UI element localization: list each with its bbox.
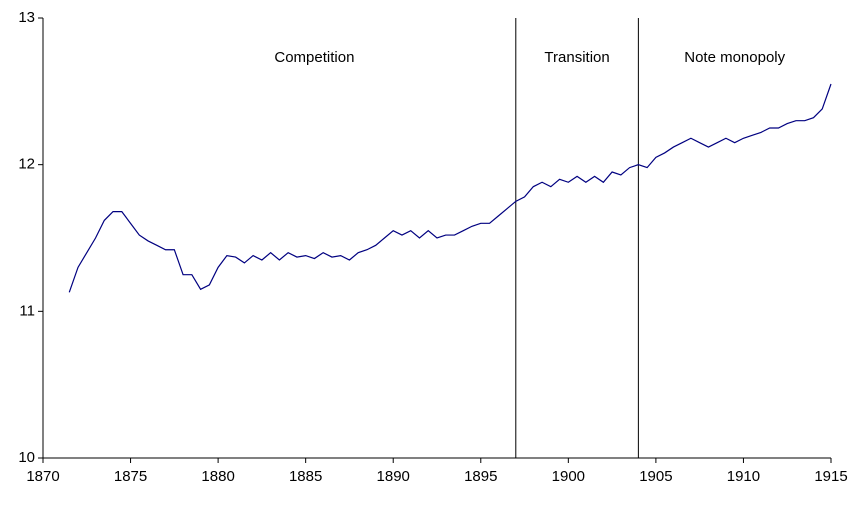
- period-label: Transition: [544, 49, 609, 66]
- y-tick-label: 12: [18, 156, 35, 173]
- x-tick-label: 1890: [377, 468, 410, 485]
- y-tick-label: 13: [18, 9, 35, 26]
- period-label: Note monopoly: [684, 49, 785, 66]
- x-tick-label: 1875: [114, 468, 147, 485]
- period-label: Competition: [274, 49, 354, 66]
- x-tick-label: 1900: [552, 468, 585, 485]
- x-tick-label: 1870: [26, 468, 59, 485]
- x-tick-label: 1880: [201, 468, 234, 485]
- y-tick-label: 10: [18, 449, 35, 466]
- y-tick-label: 11: [19, 302, 35, 319]
- x-tick-label: 1915: [814, 468, 847, 485]
- x-tick-label: 1885: [289, 468, 322, 485]
- x-tick-label: 1895: [464, 468, 497, 485]
- x-tick-label: 1905: [639, 468, 672, 485]
- x-tick-label: 1910: [727, 468, 760, 485]
- data-line: [68, 83, 832, 293]
